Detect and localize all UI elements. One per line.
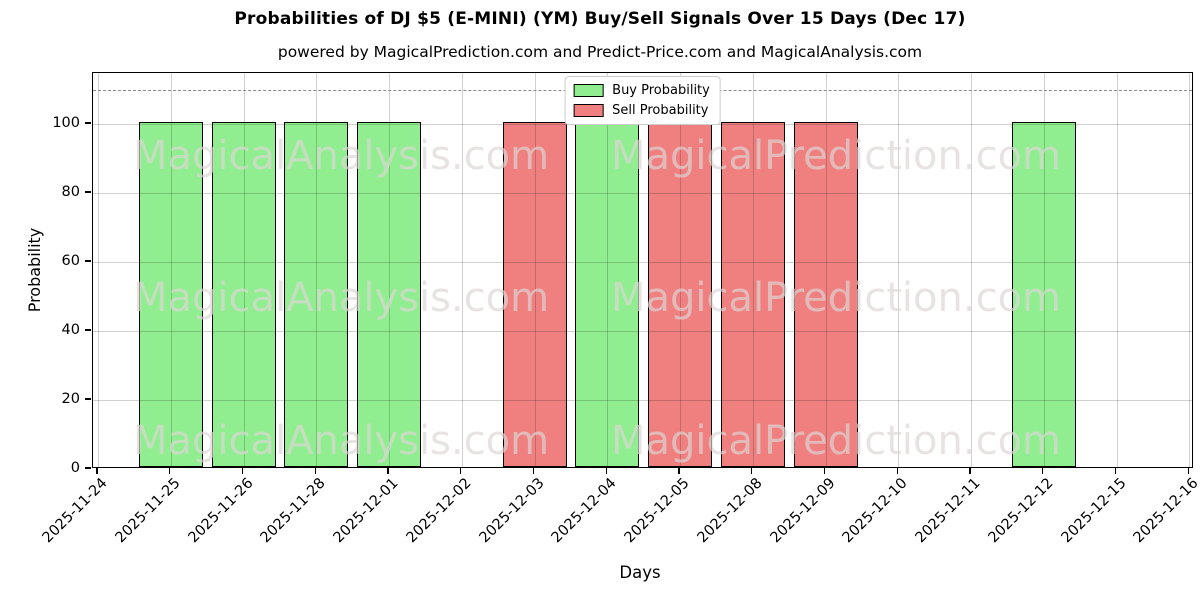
- x-tick-mark: [96, 468, 98, 474]
- vertical-gridline: [607, 73, 609, 467]
- legend: Buy Probability Sell Probability: [564, 76, 721, 125]
- y-tick-mark: [85, 260, 91, 262]
- y-tick-label: 60: [61, 253, 80, 269]
- legend-label: Buy Probability: [612, 83, 710, 98]
- watermark-prediction: MagicalPrediction.com: [611, 133, 1061, 179]
- x-tick-mark: [605, 468, 607, 474]
- vertical-gridline: [1189, 73, 1191, 467]
- x-tick-label: 2025-11-24: [39, 475, 111, 547]
- sell-bar-2025-12-09: [793, 122, 858, 467]
- legend-label: Sell Probability: [612, 103, 709, 118]
- horizontal-gridline: [93, 331, 1192, 332]
- vertical-gridline: [752, 73, 754, 467]
- chart-subtitle: powered by MagicalPrediction.com and Pre…: [277, 43, 923, 61]
- vertical-gridline: [534, 73, 536, 467]
- vertical-gridline: [316, 73, 318, 467]
- buy-bar-2025-12-01: [357, 122, 421, 467]
- watermark-analysis: MagicalAnalysis.com: [132, 418, 550, 464]
- x-axis-label: Days: [619, 563, 661, 582]
- watermark-analysis: MagicalAnalysis.com: [132, 133, 550, 179]
- horizontal-gridline: [93, 400, 1192, 401]
- x-tick-mark: [532, 468, 535, 474]
- watermark-analysis: MagicalAnalysis.com: [132, 275, 550, 321]
- x-tick-mark: [387, 468, 389, 474]
- chart-title: Probabilities of DJ $5 (E-MINI) (YM) Buy…: [234, 9, 966, 29]
- buy-bar-2025-12-04: [575, 122, 640, 467]
- watermark-prediction: MagicalPrediction.com: [611, 418, 1061, 464]
- x-tick-mark: [460, 468, 462, 474]
- vertical-gridline: [170, 73, 172, 467]
- y-tick-label: 80: [61, 184, 80, 200]
- vertical-gridline: [680, 73, 681, 467]
- buy-bar-2025-11-28: [284, 122, 349, 467]
- plot-area: MagicalAnalysis.com MagicalPrediction.com…: [92, 72, 1193, 468]
- sell-bar-2025-12-05: [648, 122, 712, 467]
- x-tick-mark: [678, 468, 680, 474]
- y-tick-mark: [85, 467, 91, 469]
- x-tick-mark: [896, 468, 898, 474]
- horizontal-gridline: [93, 193, 1192, 194]
- y-axis-label: Probability: [25, 227, 44, 313]
- buy-bar-2025-11-25: [138, 122, 203, 467]
- vertical-gridline: [243, 73, 245, 467]
- vertical-gridline: [98, 73, 99, 467]
- x-tick-mark: [751, 468, 753, 474]
- y-tick-mark: [85, 329, 91, 331]
- vertical-gridline: [898, 73, 900, 467]
- x-tick-mark: [1114, 468, 1117, 474]
- x-tick-mark: [969, 468, 971, 474]
- sell-bar-2025-12-08: [720, 122, 785, 467]
- legend-entry: Buy Probability: [573, 83, 710, 98]
- legend-entry: Sell Probability: [573, 103, 710, 118]
- y-tick-label: 0: [70, 460, 80, 476]
- legend-swatch-icon: [573, 104, 604, 117]
- y-tick-mark: [85, 191, 91, 193]
- x-tick-mark: [1042, 468, 1044, 474]
- vertical-gridline: [825, 73, 827, 467]
- x-tick-mark: [1187, 468, 1189, 474]
- y-tick-mark: [85, 398, 91, 400]
- x-tick-mark: [169, 468, 171, 474]
- x-tick-mark: [241, 468, 244, 474]
- vertical-gridline: [1043, 73, 1045, 467]
- y-tick-label: 20: [61, 391, 80, 407]
- vertical-gridline: [389, 73, 390, 467]
- vertical-gridline: [1116, 73, 1118, 467]
- watermark-prediction: MagicalPrediction.com: [611, 275, 1061, 321]
- legend-swatch-icon: [573, 84, 604, 97]
- x-tick-mark: [823, 468, 826, 474]
- y-tick-label: 100: [52, 115, 80, 131]
- horizontal-gridline: [93, 262, 1192, 263]
- y-tick-mark: [85, 122, 91, 124]
- sell-bar-2025-12-03: [502, 122, 567, 467]
- vertical-gridline: [461, 73, 463, 467]
- buy-bar-2025-11-26: [211, 122, 276, 467]
- x-tick-mark: [314, 468, 316, 474]
- buy-bar-2025-12-12: [1011, 122, 1076, 467]
- y-tick-label: 40: [61, 322, 80, 338]
- vertical-gridline: [971, 73, 972, 467]
